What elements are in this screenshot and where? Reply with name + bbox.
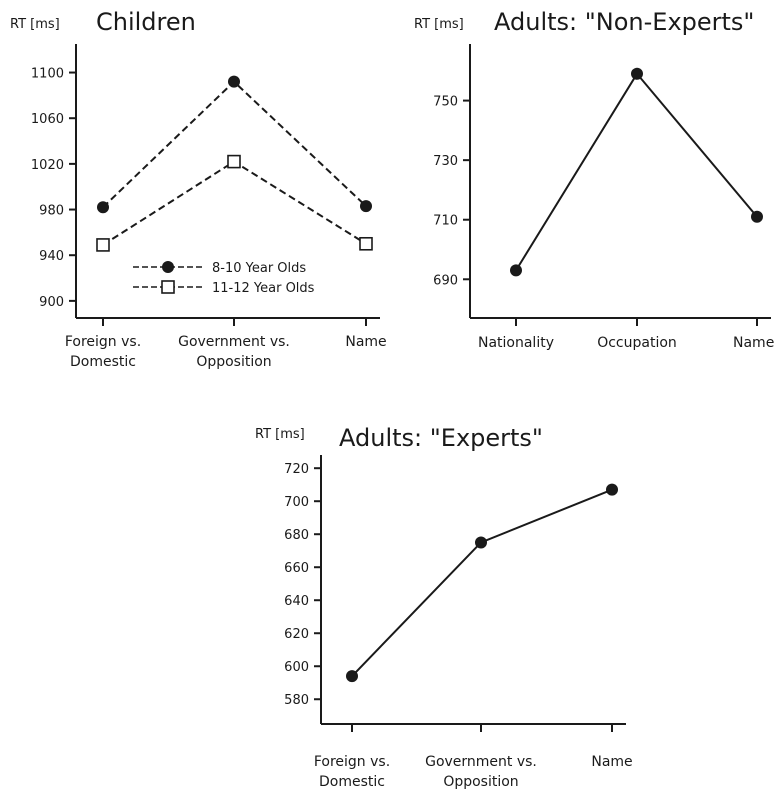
series-line [102, 160, 367, 246]
data-point-circle [631, 67, 643, 80]
y-tick-label: 580 [284, 693, 309, 708]
y-tick-label: 600 [284, 660, 309, 675]
data-point-circle [475, 536, 487, 549]
data-point-circle [606, 483, 618, 496]
chart-title: Adults: "Non-Experts" [494, 8, 754, 36]
y-tick-label: 730 [433, 154, 458, 169]
y-tick-label: 1020 [31, 158, 64, 173]
y-tick-label: 660 [284, 561, 309, 576]
x-category-label: Domestic [70, 354, 136, 370]
y-tick-label: 640 [284, 594, 309, 609]
x-category-label: Government vs. [178, 334, 290, 350]
y-tick-label: 620 [284, 627, 309, 642]
data-point-square [96, 238, 110, 252]
y-tick-label: 980 [39, 204, 64, 219]
data-point-circle [510, 264, 522, 277]
chart-children: Children RT [ms] 900 940 980 1020 1060 1100 Fore… [10, 8, 387, 370]
chart-title: Children [96, 8, 196, 36]
x-category-label: Domestic [319, 774, 385, 790]
x-category-label: Name [345, 334, 386, 350]
x-category-label: Name [733, 335, 774, 351]
y-tick-label: 900 [39, 295, 64, 310]
x-category-label: Opposition [443, 774, 518, 790]
series-line [515, 72, 758, 271]
y-tick-label: 940 [39, 249, 64, 264]
x-category-label: Opposition [196, 354, 271, 370]
legend-label: 11-12 Year Olds [212, 281, 315, 296]
series-line [102, 80, 367, 208]
data-point-circle [360, 200, 372, 213]
y-tick-label: 710 [433, 214, 458, 229]
x-category-label: Government vs. [425, 754, 537, 770]
y-tick-label: 750 [433, 95, 458, 110]
y-axis-label: RT [ms] [255, 427, 305, 442]
data-point-circle [346, 670, 358, 683]
y-tick-label: 680 [284, 528, 309, 543]
x-category-label: Nationality [478, 335, 554, 351]
y-tick-label: 1100 [31, 67, 64, 82]
chart-nonexperts: Adults: "Non-Experts" RT [ms] 690 710 730 750… [414, 8, 774, 351]
legend-label: 8-10 Year Olds [212, 261, 306, 276]
y-tick-label: 690 [433, 273, 458, 288]
data-point-circle [228, 75, 240, 88]
y-axis-label: RT [ms] [414, 17, 464, 32]
data-point-square [227, 154, 241, 169]
y-tick-label: 720 [284, 462, 309, 477]
y-tick-label: 1060 [31, 112, 64, 127]
chart-title: Adults: "Experts" [339, 424, 543, 452]
x-category-label: Foreign vs. [65, 334, 141, 350]
x-category-label: Foreign vs. [314, 754, 390, 770]
x-category-label: Occupation [597, 335, 677, 351]
x-category-label: Name [591, 754, 632, 770]
series-line [351, 488, 613, 677]
y-tick-label: 700 [284, 495, 309, 510]
chart-experts: Adults: "Experts" RT [ms] 580 600 620 640 660 6… [255, 424, 633, 790]
y-axis-label: RT [ms] [10, 17, 60, 32]
legend-marker-square [161, 280, 175, 294]
legend-marker-circle [162, 261, 174, 273]
data-point-circle [97, 201, 109, 214]
data-point-circle [751, 210, 763, 223]
data-point-square [359, 236, 373, 251]
